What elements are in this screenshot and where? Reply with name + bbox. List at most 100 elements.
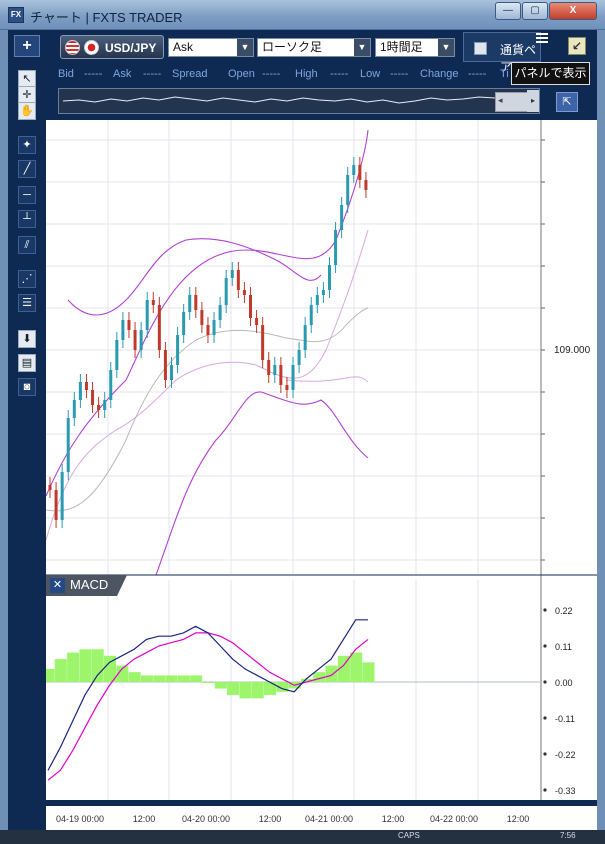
list-icon[interactable]: ▤ bbox=[18, 354, 36, 372]
fib-icon[interactable]: ☰ bbox=[18, 294, 36, 312]
candle-body bbox=[273, 365, 277, 375]
candle-body bbox=[267, 360, 271, 375]
macd-histogram-bar bbox=[104, 655, 117, 682]
bollinger-lower-inner-band bbox=[285, 376, 369, 383]
x-tick-label: 12:00 bbox=[382, 814, 405, 824]
macd-histogram-bar bbox=[362, 662, 375, 682]
window-title: チャート | FXTS TRADER bbox=[30, 10, 183, 25]
chart-area[interactable]: 109.000 0.22 0.11 0.00 -0.11 -0.22 -0.33 04-19 … bbox=[42, 120, 597, 836]
clock: 7:56 bbox=[560, 831, 576, 840]
scroll-right-button[interactable]: ▸ bbox=[527, 90, 539, 112]
candle-body bbox=[157, 305, 161, 350]
macd-histogram-bar bbox=[313, 672, 326, 682]
candle-body bbox=[291, 365, 295, 390]
chevron-down-icon: ▼ bbox=[237, 39, 253, 56]
candle-body bbox=[48, 485, 52, 490]
bid-label: Bid bbox=[58, 68, 74, 80]
macd-histogram-bar bbox=[177, 675, 190, 682]
macd-histogram-bar bbox=[337, 655, 350, 682]
minimize-button[interactable]: — bbox=[495, 2, 521, 20]
camera-icon[interactable]: ◙ bbox=[18, 378, 36, 396]
macd-y-tick-label: 0.00 bbox=[555, 678, 573, 688]
price-type-select[interactable]: Ask ▼ bbox=[168, 38, 254, 57]
macd-y-tick-label: 0.22 bbox=[555, 606, 573, 616]
menu-icon[interactable] bbox=[536, 33, 548, 43]
app-icon: FX bbox=[8, 7, 24, 23]
macd-histogram-bar bbox=[276, 682, 289, 692]
close-macd-icon[interactable]: ✕ bbox=[50, 578, 65, 593]
candle-body bbox=[200, 310, 204, 325]
download-icon[interactable]: ⬇ bbox=[18, 330, 36, 348]
timeframe-select[interactable]: 1時間足 ▼ bbox=[375, 38, 455, 57]
candle-body bbox=[103, 400, 107, 410]
candle-body bbox=[139, 330, 143, 350]
trendline-icon[interactable]: ╱ bbox=[18, 160, 36, 178]
candle-body bbox=[109, 370, 113, 400]
macd-histogram-bar bbox=[153, 675, 166, 682]
macd-histogram-bar bbox=[116, 665, 129, 682]
candle-body bbox=[340, 205, 344, 230]
macd-histogram-bar bbox=[67, 652, 80, 682]
candle-body bbox=[121, 320, 125, 340]
symbol-button[interactable]: USD/JPY bbox=[60, 35, 164, 59]
jp-flag-icon bbox=[84, 40, 99, 55]
macd-y-tick-dot bbox=[543, 608, 547, 612]
candle-body bbox=[84, 382, 88, 390]
candle-body bbox=[242, 290, 246, 295]
open-label: Open bbox=[228, 68, 255, 80]
caps-indicator: CAPS bbox=[398, 831, 420, 840]
panel-view-button[interactable]: ↙ bbox=[568, 37, 586, 55]
x-tick-label: 04-19 00:00 bbox=[56, 814, 104, 824]
hline-icon[interactable]: ─ bbox=[18, 186, 36, 204]
fan-icon[interactable]: ⋰ bbox=[18, 270, 36, 288]
hand-icon[interactable]: ✋ bbox=[18, 102, 36, 120]
macd-histogram-bar bbox=[140, 675, 153, 682]
candle-body bbox=[163, 350, 167, 380]
currency-pair-checkbox[interactable] bbox=[474, 42, 487, 55]
us-flag-icon bbox=[65, 40, 80, 55]
quote-row: Bid ----- Ask ----- Spread Open ----- Hi… bbox=[48, 66, 518, 82]
maximize-button[interactable]: ▢ bbox=[522, 2, 548, 20]
pin-icon[interactable]: ✦ bbox=[18, 136, 36, 154]
taskbar: CAPS 7:56 bbox=[0, 830, 605, 844]
candle-body bbox=[170, 365, 174, 380]
candle-body bbox=[352, 165, 356, 175]
bollinger-upper-band bbox=[67, 238, 322, 316]
add-chart-button[interactable]: + bbox=[14, 35, 40, 57]
candle-body bbox=[315, 295, 319, 305]
open-value: ----- bbox=[262, 68, 281, 80]
jump-latest-button[interactable]: ⇱ bbox=[556, 92, 578, 112]
time-label: Ti bbox=[500, 68, 509, 80]
y-axis-background bbox=[541, 120, 597, 806]
candle-body bbox=[194, 295, 198, 310]
macd-histogram-bar bbox=[214, 682, 227, 689]
candle-body bbox=[133, 330, 137, 350]
high-value: ----- bbox=[330, 68, 349, 80]
main-y-tick-label: 109.000 bbox=[554, 345, 591, 356]
vline-icon[interactable]: ┴ bbox=[18, 210, 36, 228]
macd-histogram-bar bbox=[190, 675, 203, 682]
cursor-icon[interactable]: ↖ bbox=[18, 70, 36, 88]
currency-pair-tab[interactable]: 通貨ペア bbox=[463, 32, 541, 74]
macd-histogram-bar bbox=[251, 682, 264, 699]
panel-tooltip: パネルで表示 bbox=[511, 62, 590, 85]
channel-icon[interactable]: ⫽ bbox=[18, 236, 36, 254]
macd-histogram-bar bbox=[128, 672, 141, 682]
chevron-down-icon: ▼ bbox=[438, 39, 454, 56]
macd-histogram-bar bbox=[300, 678, 313, 682]
candle-body bbox=[151, 300, 155, 305]
close-button[interactable]: X bbox=[549, 2, 597, 20]
navigator-overview-line bbox=[62, 96, 537, 104]
candle-body bbox=[261, 325, 265, 360]
chart-type-select[interactable]: ローソク足 ▼ bbox=[257, 38, 371, 57]
candle-body bbox=[248, 295, 252, 318]
macd-y-tick-dot bbox=[543, 680, 547, 684]
candle-body bbox=[127, 320, 131, 330]
macd-histogram-bar bbox=[202, 682, 215, 683]
chart-navigator[interactable]: ◂ ▸ bbox=[58, 88, 540, 114]
change-value: ----- bbox=[468, 68, 487, 80]
macd-y-tick-label: -0.33 bbox=[555, 786, 576, 796]
macd-y-tick-dot bbox=[543, 644, 547, 648]
bottom-frame-band bbox=[46, 800, 597, 806]
candle-body bbox=[60, 472, 64, 520]
